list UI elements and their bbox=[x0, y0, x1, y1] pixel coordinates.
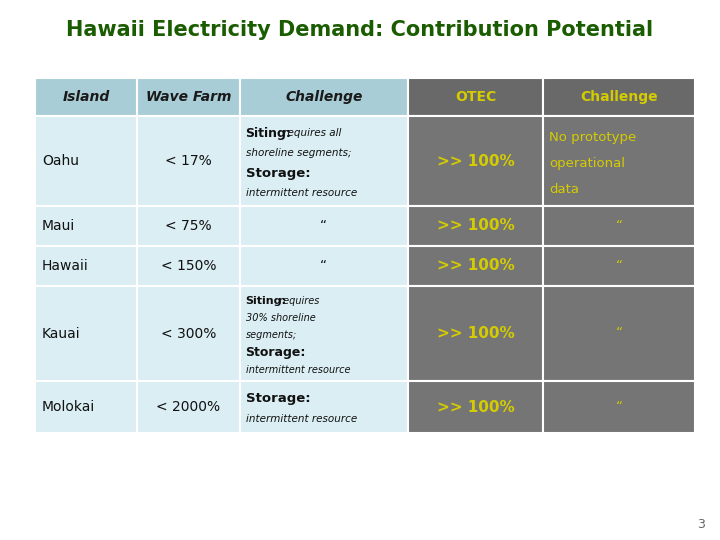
Text: Wave Farm: Wave Farm bbox=[145, 90, 231, 104]
Bar bbox=[35, 206, 138, 246]
Text: intermittent resource: intermittent resource bbox=[246, 415, 357, 424]
Text: operational: operational bbox=[549, 157, 625, 170]
Bar bbox=[240, 286, 408, 381]
Bar bbox=[240, 116, 408, 206]
Text: >> 100%: >> 100% bbox=[436, 400, 514, 415]
Bar bbox=[35, 116, 138, 206]
Text: requires: requires bbox=[276, 296, 320, 306]
Bar bbox=[543, 286, 695, 381]
Bar bbox=[543, 78, 695, 116]
Bar bbox=[408, 286, 543, 381]
Text: < 17%: < 17% bbox=[165, 154, 212, 168]
Text: >> 100%: >> 100% bbox=[436, 219, 514, 233]
Text: Challenge: Challenge bbox=[580, 90, 658, 104]
Bar bbox=[543, 246, 695, 286]
Text: Storage:: Storage: bbox=[246, 392, 310, 405]
Bar bbox=[138, 78, 240, 116]
Bar bbox=[408, 381, 543, 433]
Text: “: “ bbox=[320, 259, 328, 273]
Text: “: “ bbox=[616, 259, 623, 273]
Text: Siting:: Siting: bbox=[246, 126, 292, 139]
Text: Maui: Maui bbox=[42, 219, 76, 233]
Text: No prototype: No prototype bbox=[549, 131, 636, 144]
Text: data: data bbox=[549, 183, 579, 196]
Bar bbox=[240, 206, 408, 246]
Bar bbox=[543, 381, 695, 433]
Bar bbox=[543, 206, 695, 246]
Text: Island: Island bbox=[63, 90, 109, 104]
Text: Hawaii Electricity Demand: Contribution Potential: Hawaii Electricity Demand: Contribution … bbox=[66, 20, 654, 40]
Bar bbox=[408, 78, 543, 116]
Text: Hawaii: Hawaii bbox=[42, 259, 89, 273]
Text: Siting:: Siting: bbox=[246, 296, 287, 306]
Bar bbox=[138, 381, 240, 433]
Text: 30% shoreline: 30% shoreline bbox=[246, 313, 315, 323]
Bar bbox=[35, 246, 138, 286]
Bar bbox=[408, 206, 543, 246]
Bar bbox=[138, 286, 240, 381]
Bar bbox=[408, 116, 543, 206]
Text: Molokai: Molokai bbox=[42, 400, 95, 414]
Text: Challenge: Challenge bbox=[285, 90, 362, 104]
Text: segments;: segments; bbox=[246, 330, 297, 340]
Bar bbox=[240, 246, 408, 286]
Text: >> 100%: >> 100% bbox=[436, 259, 514, 273]
Bar bbox=[35, 286, 138, 381]
Text: Storage:: Storage: bbox=[246, 346, 306, 359]
Text: < 2000%: < 2000% bbox=[156, 400, 220, 414]
Bar bbox=[35, 78, 138, 116]
Text: 3: 3 bbox=[697, 518, 705, 531]
Text: Kauai: Kauai bbox=[42, 327, 81, 341]
Text: >> 100%: >> 100% bbox=[436, 153, 514, 168]
Bar bbox=[408, 246, 543, 286]
Text: requires all: requires all bbox=[280, 128, 341, 138]
Bar bbox=[138, 206, 240, 246]
Text: < 75%: < 75% bbox=[165, 219, 212, 233]
Text: “: “ bbox=[320, 219, 328, 233]
Bar bbox=[240, 78, 408, 116]
Text: intermittent resource: intermittent resource bbox=[246, 188, 357, 198]
Text: < 300%: < 300% bbox=[161, 327, 216, 341]
Bar bbox=[240, 381, 408, 433]
Bar bbox=[543, 116, 695, 206]
Text: “: “ bbox=[616, 400, 623, 414]
Bar bbox=[138, 116, 240, 206]
Text: “: “ bbox=[616, 219, 623, 233]
Text: Storage:: Storage: bbox=[246, 166, 310, 179]
Bar bbox=[35, 381, 138, 433]
Text: shoreline segments;: shoreline segments; bbox=[246, 148, 351, 158]
Text: “: “ bbox=[616, 327, 623, 341]
Text: >> 100%: >> 100% bbox=[436, 326, 514, 341]
Text: OTEC: OTEC bbox=[455, 90, 496, 104]
Text: Oahu: Oahu bbox=[42, 154, 79, 168]
Bar bbox=[138, 246, 240, 286]
Text: < 150%: < 150% bbox=[161, 259, 216, 273]
Text: intermittent resource: intermittent resource bbox=[246, 365, 350, 375]
